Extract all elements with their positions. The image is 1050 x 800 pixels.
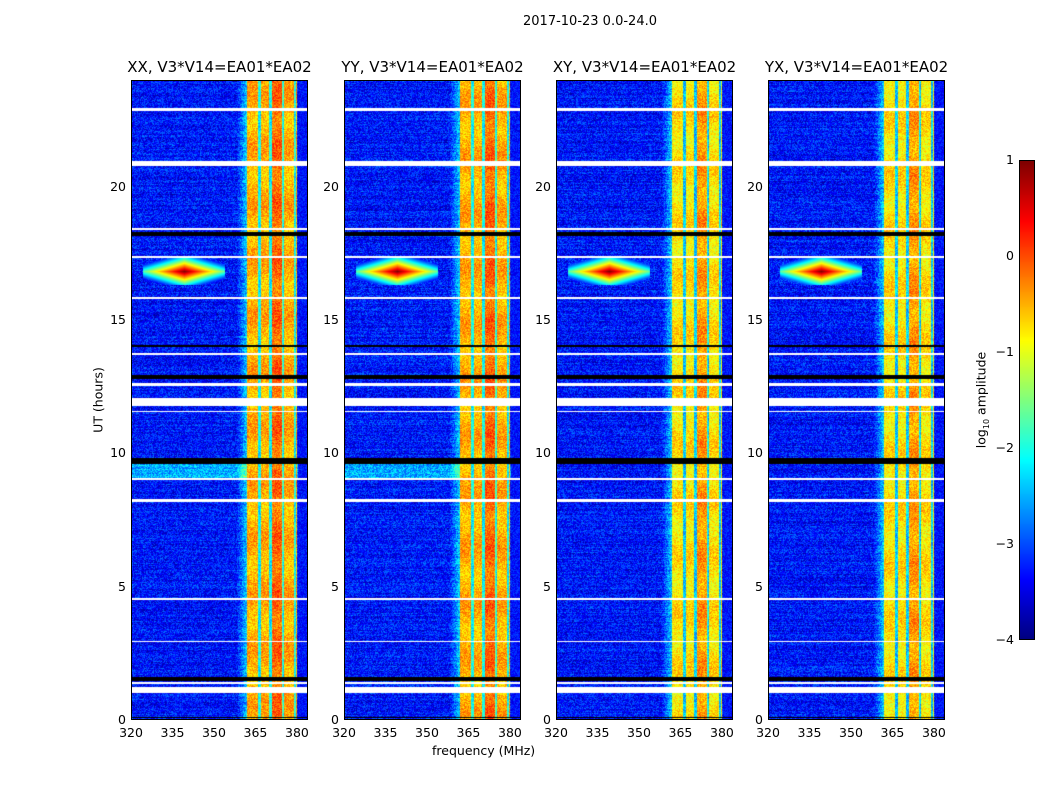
y-tick-label: 10 — [535, 445, 551, 461]
x-tick-label: 320 — [119, 725, 143, 740]
x-tick-label: 350 — [627, 725, 651, 740]
y-tick-label: 5 — [118, 578, 126, 594]
x-tick-label: 380 — [710, 725, 734, 740]
x-tick-label: 320 — [544, 725, 568, 740]
x-tick-label: 335 — [797, 725, 822, 740]
y-tick-label: 10 — [323, 445, 339, 461]
x-tick-label: 335 — [160, 725, 185, 740]
panel-title: XY, V3*V14=EA01*EA02 — [552, 58, 737, 76]
x-tick-label: 350 — [415, 725, 439, 740]
y-tick-label: 20 — [110, 178, 126, 194]
colorbar-label: log10 amplitude — [973, 352, 991, 448]
heatmap-cells — [557, 81, 732, 719]
y-tick-label: 15 — [323, 312, 339, 327]
panel-title: YX, V3*V14=EA01*EA02 — [764, 58, 949, 76]
waterfall-panel-1 — [344, 80, 521, 720]
heatmap-cells — [769, 81, 944, 719]
colorbar-tick-label: −4 — [995, 632, 1014, 647]
colorbar-label-log: log — [973, 429, 989, 449]
colorbar-label-rest: amplitude — [973, 351, 989, 419]
colorbar-tick-label: −1 — [995, 344, 1014, 359]
y-tick-label: 5 — [331, 578, 339, 594]
x-tick-label: 365 — [456, 725, 481, 740]
x-tick-label: 365 — [668, 725, 693, 740]
x-tick-label: 365 — [880, 725, 905, 740]
y-tick-label: 0 — [331, 712, 339, 727]
y-tick-label: 15 — [535, 312, 551, 327]
x-axis-label: frequency (MHz) — [432, 743, 536, 758]
y-tick-label: 10 — [110, 445, 126, 461]
colorbar-tick-label: 1 — [1006, 152, 1014, 167]
x-tick-label: 380 — [498, 725, 522, 740]
y-tick-label: 20 — [747, 178, 763, 194]
y-tick-label: 5 — [543, 578, 551, 594]
heatmap-cells — [345, 81, 520, 719]
x-tick-label: 335 — [373, 725, 398, 740]
colorbar-label-sub: 10 — [981, 418, 991, 430]
y-tick-label: 0 — [118, 712, 126, 727]
panel-title: YY, V3*V14=EA01*EA02 — [341, 58, 524, 76]
x-tick-label: 320 — [332, 725, 356, 740]
colorbar-tick-label: 0 — [1006, 248, 1014, 263]
x-tick-label: 350 — [839, 725, 863, 740]
y-tick-label: 20 — [535, 178, 551, 194]
y-tick-label: 5 — [755, 578, 763, 594]
y-axis-label: UT (hours) — [90, 367, 106, 433]
colorbar-tick-label: −3 — [995, 536, 1014, 551]
colorbar-tick-label: −2 — [995, 440, 1014, 455]
waterfall-panel-3 — [768, 80, 945, 720]
x-tick-label: 380 — [922, 725, 946, 740]
x-tick-label: 380 — [285, 725, 309, 740]
y-tick-label: 15 — [747, 312, 763, 327]
panel-title: XX, V3*V14=EA01*EA02 — [127, 58, 312, 76]
x-tick-label: 365 — [243, 725, 268, 740]
x-tick-label: 350 — [202, 725, 226, 740]
y-tick-label: 10 — [747, 445, 763, 461]
y-tick-label: 15 — [110, 312, 126, 327]
x-tick-label: 320 — [756, 725, 780, 740]
y-tick-label: 0 — [543, 712, 551, 727]
x-tick-label: 335 — [585, 725, 610, 740]
y-tick-label: 20 — [323, 178, 339, 194]
colorbar — [1019, 160, 1035, 640]
heatmap-cells — [132, 81, 307, 719]
waterfall-panel-0 — [131, 80, 308, 720]
y-tick-label: 0 — [755, 712, 763, 727]
figure-suptitle: 2017-10-23 0.0-24.0 — [523, 14, 657, 29]
waterfall-panel-2 — [556, 80, 733, 720]
